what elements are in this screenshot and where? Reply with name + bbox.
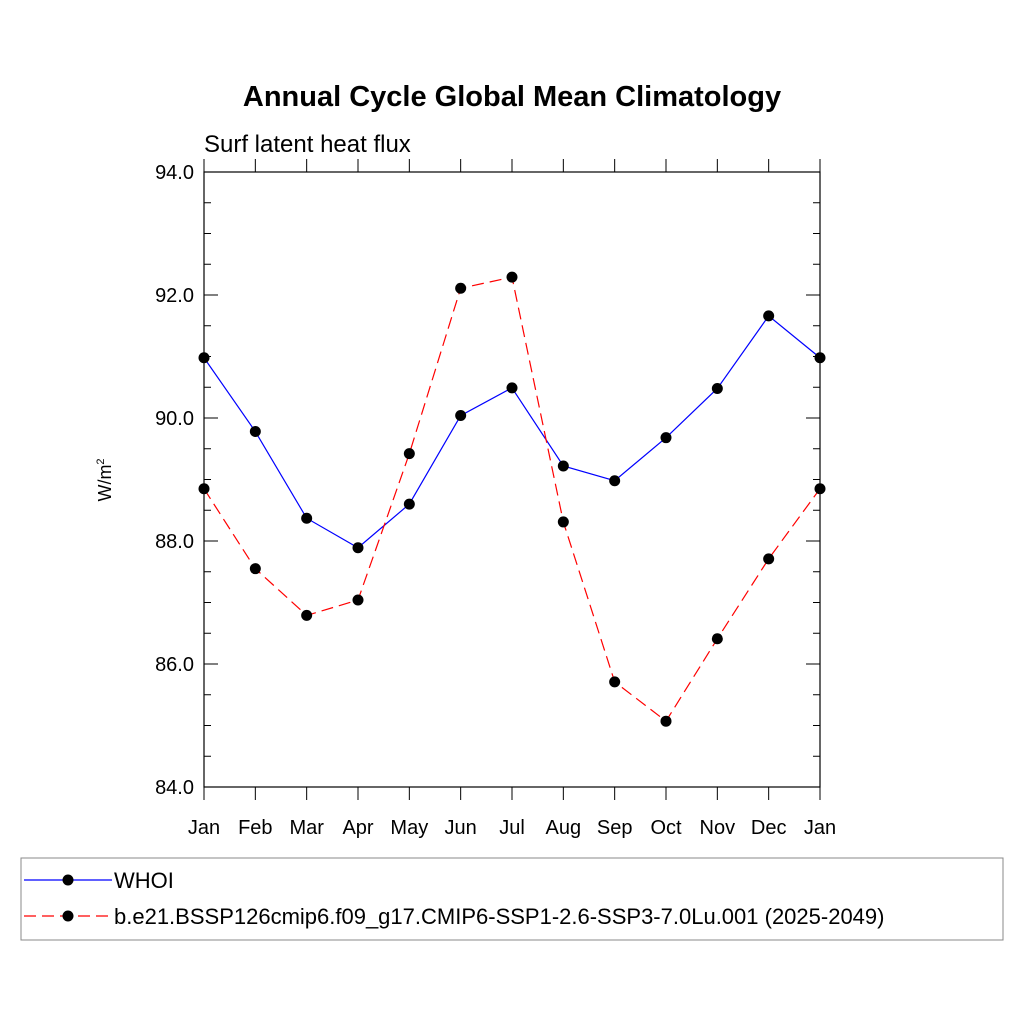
- y-axis-label: W/m2: [95, 458, 115, 501]
- series-0-point: [403, 498, 415, 510]
- x-tick-label: Jan: [188, 817, 220, 839]
- series-0-point: [609, 475, 621, 487]
- series-line-1: [203, 276, 821, 723]
- x-tick-label: Jun: [445, 817, 477, 839]
- series-1-point: [609, 676, 621, 688]
- x-tick-label: Apr: [342, 817, 373, 839]
- plot-frame: [203, 171, 821, 788]
- x-tick-label: Nov: [700, 817, 736, 839]
- series-0-point: [711, 382, 723, 394]
- y-tick-label: 92.0: [155, 285, 194, 307]
- series-0-point: [249, 426, 261, 438]
- series-1-point: [352, 594, 364, 606]
- x-tick-label: May: [390, 817, 428, 839]
- chart-title: Annual Cycle Global Mean Climatology: [243, 81, 781, 113]
- x-tick-label: Dec: [751, 817, 787, 839]
- series-1-point: [660, 715, 672, 727]
- x-tick-label: Jan: [804, 817, 836, 839]
- y-tick-label: 90.0: [155, 408, 194, 430]
- x-tick-label: Oct: [650, 817, 682, 839]
- series-0-point: [198, 352, 210, 364]
- series-1-point: [403, 448, 415, 460]
- x-tick-label: Sep: [597, 817, 633, 839]
- series-0-point: [506, 382, 518, 394]
- legend-box: [20, 857, 1004, 941]
- legend-label-1: b.e21.BSSP126cmip6.f09_g17.CMIP6-SSP1-2.…: [114, 904, 884, 929]
- series-0-point: [352, 542, 364, 554]
- legend-marker-1: [62, 910, 74, 922]
- series-1-point: [455, 282, 467, 294]
- series-1-point: [198, 483, 210, 495]
- series-0-point: [814, 352, 826, 364]
- series-0-point: [660, 432, 672, 444]
- y-tick-label: 86.0: [155, 654, 194, 676]
- series-1-point: [763, 553, 775, 565]
- x-tick-label: Jul: [499, 817, 525, 839]
- chart-subtitle: Surf latent heat flux: [204, 131, 411, 158]
- y-axis-label-exponent: 2: [95, 458, 107, 464]
- series-0-point: [301, 512, 313, 524]
- legend-label-0: WHOI: [114, 868, 174, 893]
- series-0-point: [763, 310, 775, 322]
- plot-area: 84.0 86.0 88.0 90.0 92.0 94.0 Jan Feb Mar Apr May J…: [155, 159, 836, 839]
- svg-text:W/m2: W/m2: [95, 458, 115, 501]
- series-1-point: [506, 271, 518, 283]
- x-tick-label: Mar: [289, 817, 324, 839]
- series-1-point: [557, 516, 569, 528]
- series-line-0: [203, 315, 821, 549]
- x-tick-label: Aug: [546, 817, 582, 839]
- series-1-point: [249, 563, 261, 575]
- y-tick-label: 94.0: [155, 162, 194, 184]
- legend: WHOI b.e21.BSSP126cmip6.f09_g17.CMIP6-SSP…: [20, 857, 1004, 941]
- series-0-point: [557, 460, 569, 472]
- y-axis-label-base: W/m: [95, 465, 115, 502]
- y-tick-label: 88.0: [155, 531, 194, 553]
- y-tick-label: 84.0: [155, 777, 194, 799]
- series-1-point: [301, 609, 313, 621]
- series-1-point: [711, 633, 723, 645]
- series-1-point: [814, 483, 826, 495]
- x-tick-label: Feb: [238, 817, 272, 839]
- series-0-point: [455, 410, 467, 422]
- legend-marker-0: [62, 874, 74, 886]
